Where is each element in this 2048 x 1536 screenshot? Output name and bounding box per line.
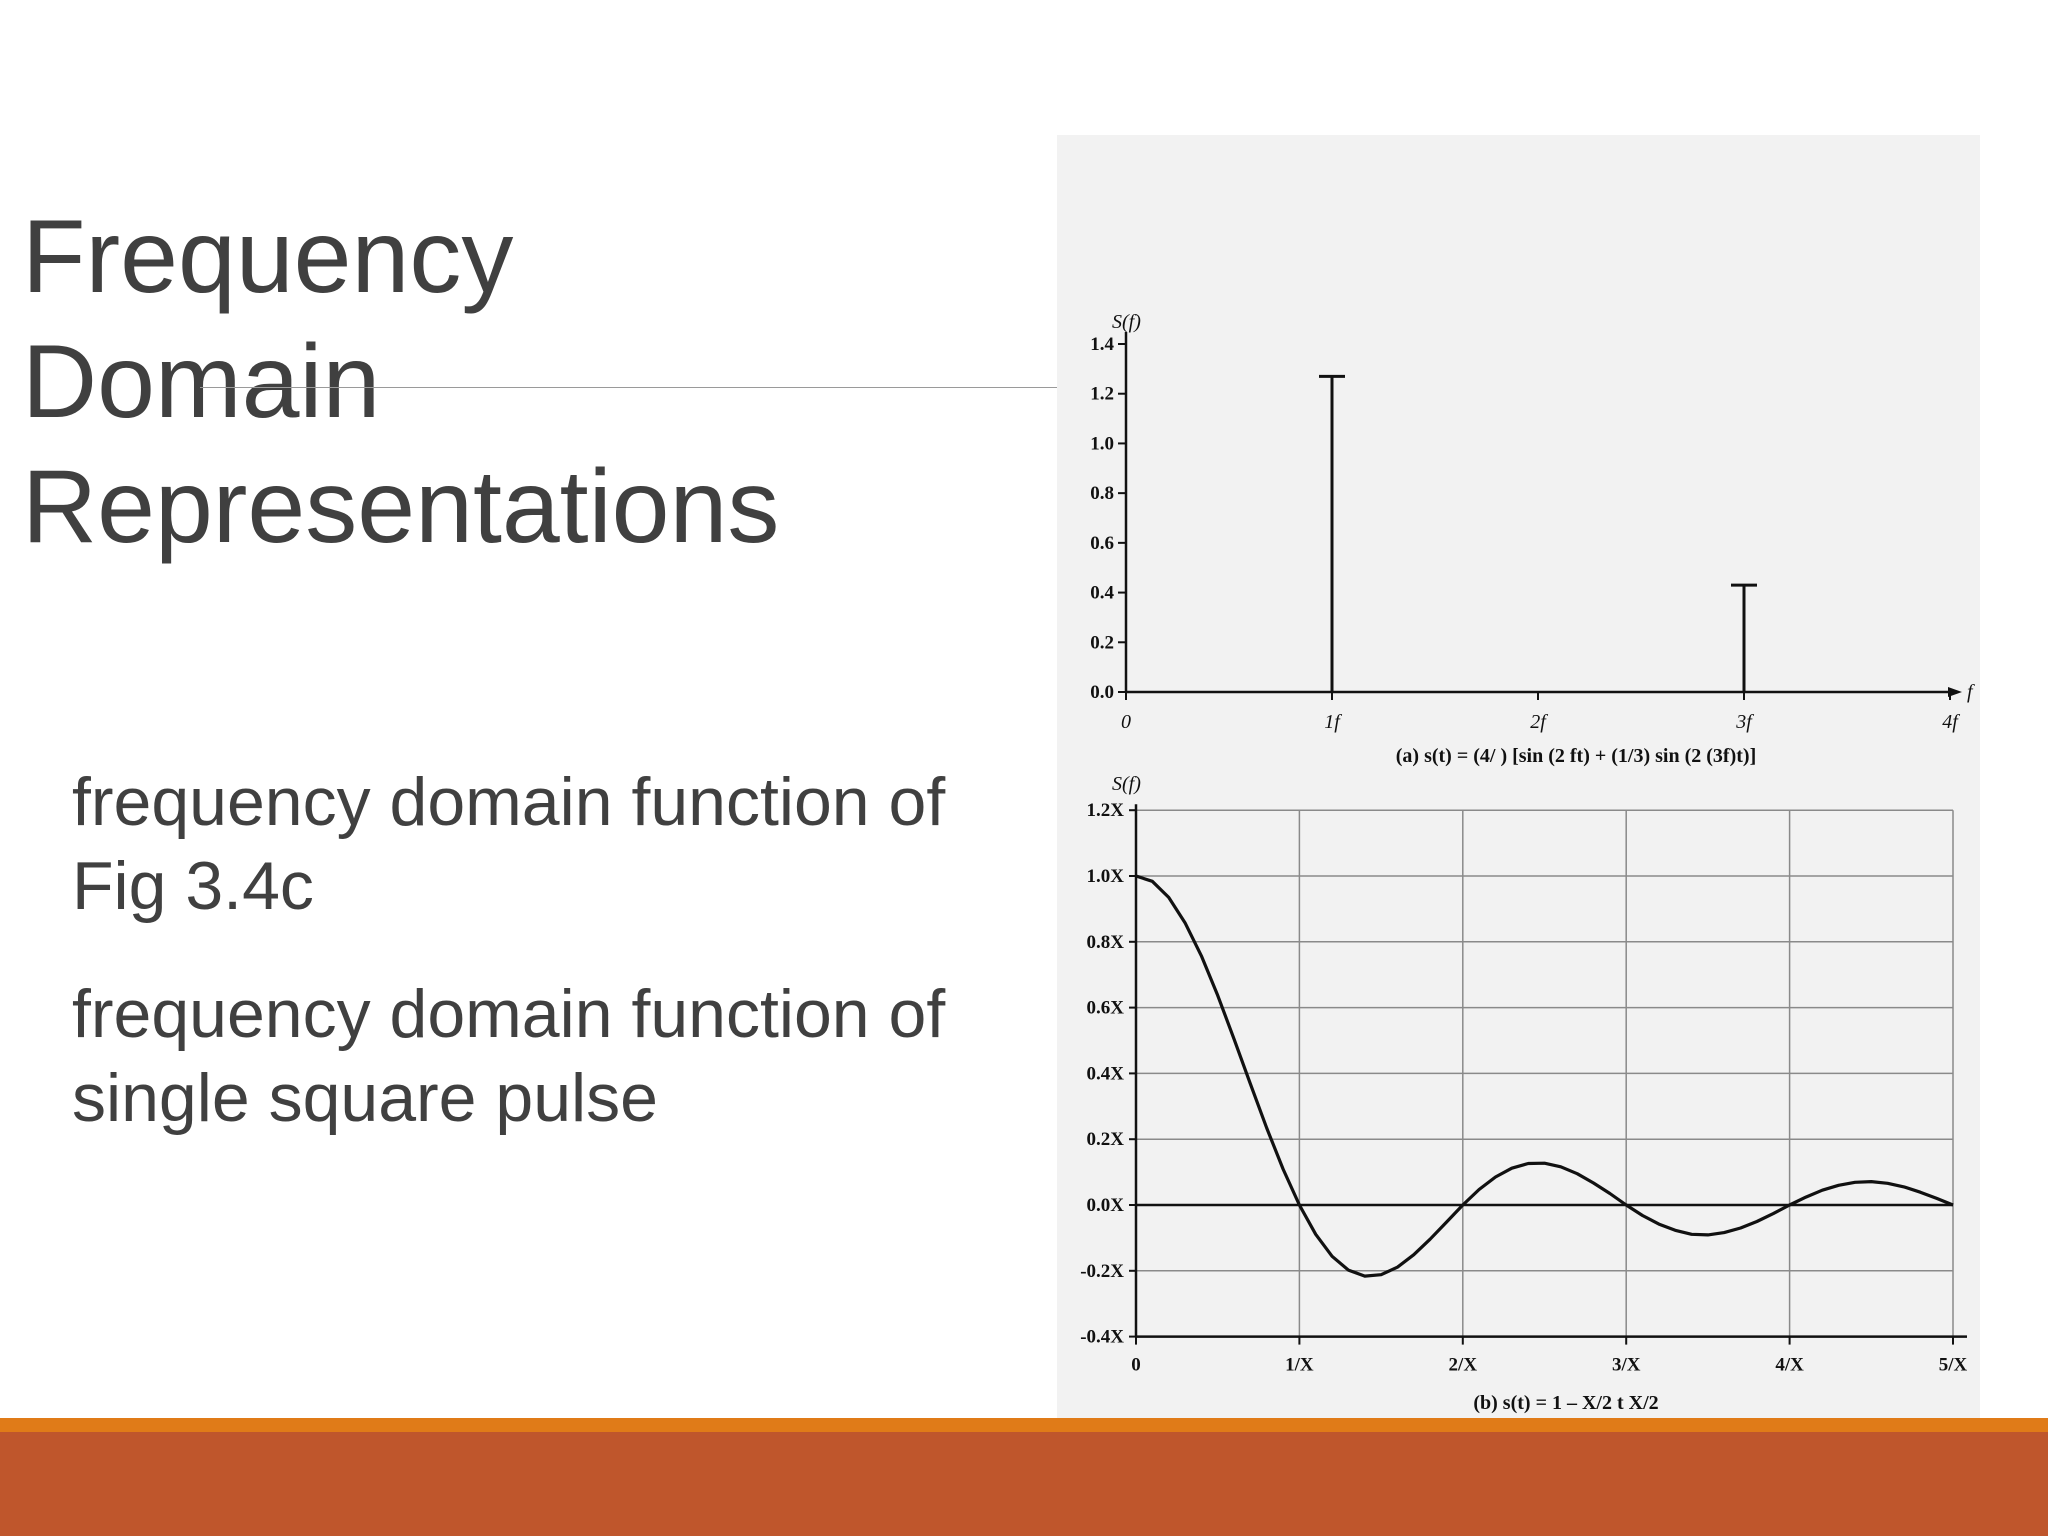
- footer-accent-band: [0, 1418, 2048, 1432]
- bullet-item: frequency domain function of Fig 3.4c: [72, 764, 946, 924]
- y-tick-label: -0.2X: [1080, 1261, 1124, 1282]
- title-line: Frequency: [22, 199, 514, 315]
- figure-panel: [1057, 135, 1980, 1433]
- title-line: Domain: [22, 324, 381, 440]
- x-tick-label: 2/X: [1449, 1355, 1478, 1376]
- y-tick-label: 1.2X: [1087, 800, 1125, 821]
- y-tick-label: -0.4X: [1080, 1327, 1124, 1348]
- y-tick-label: 0.0: [1090, 682, 1114, 703]
- y-tick-label: 0.8: [1090, 483, 1114, 504]
- x-axis-arrow: [1948, 687, 1962, 697]
- y-tick-label: 0.8X: [1087, 932, 1125, 953]
- title-line: Representations: [22, 449, 780, 565]
- y-tick-label: 0.6X: [1087, 998, 1125, 1019]
- x-tick-label: 2f: [1530, 711, 1548, 733]
- y-tick-label: 0.4X: [1087, 1063, 1125, 1084]
- x-tick-label: 4/X: [1775, 1355, 1804, 1376]
- y-axis-label: S(f): [1112, 773, 1141, 795]
- y-tick-label: 0.6: [1090, 533, 1114, 554]
- x-tick-label: 1f: [1324, 711, 1342, 733]
- slide-title: Frequency Domain Representations: [22, 195, 779, 570]
- y-tick-label: 1.0X: [1087, 866, 1125, 887]
- y-tick-label: 0.4: [1090, 583, 1114, 604]
- chart-caption: (b) s(t) = 1 – X/2 t X/2: [1473, 1392, 1658, 1414]
- x-tick-label: 3f: [1735, 711, 1754, 733]
- x-tick-label: 0: [1131, 1355, 1141, 1376]
- y-tick-label: 1.4: [1090, 334, 1114, 355]
- spectrum-curve: [1135, 874, 1954, 1278]
- y-tick-label: 0.2: [1090, 632, 1114, 653]
- x-tick-label: 1/X: [1285, 1355, 1314, 1376]
- y-tick-label: 0.0X: [1087, 1195, 1125, 1216]
- bullet-item: frequency domain function of single squa…: [72, 976, 946, 1136]
- x-axis-label: f: [1967, 681, 1975, 703]
- y-axis-label: S(f): [1112, 311, 1141, 333]
- sinc-chart: -0.4X -0.2X 0.0X 0.2X 0.4X 0.6X 0.8X 1.0X 1.2X 0 1…: [1080, 773, 1967, 1414]
- y-tick-label: 1.2: [1090, 384, 1114, 405]
- spectrum-chart: 0.0 0.2 0.4 0.6 0.8 1.0 1.2 1.4 0 1f 2f 3f 4f S(f) f (a…: [1090, 311, 1975, 767]
- x-tick-label: 3/X: [1612, 1355, 1641, 1376]
- y-tick-label: 0.2X: [1087, 1129, 1125, 1150]
- x-tick-label: 5/X: [1939, 1355, 1968, 1376]
- x-tick-label: 0: [1121, 711, 1131, 733]
- footer-band: [0, 1432, 2048, 1536]
- chart-caption: (a) s(t) = (4/ ) [sin (2 ft) + (1/3) sin…: [1396, 745, 1756, 767]
- bullet-list: frequency domain function of Fig 3.4c fr…: [72, 760, 972, 1184]
- y-tick-label: 1.0: [1090, 433, 1114, 454]
- x-tick-label: 4f: [1942, 711, 1960, 733]
- title-divider: [200, 387, 1060, 388]
